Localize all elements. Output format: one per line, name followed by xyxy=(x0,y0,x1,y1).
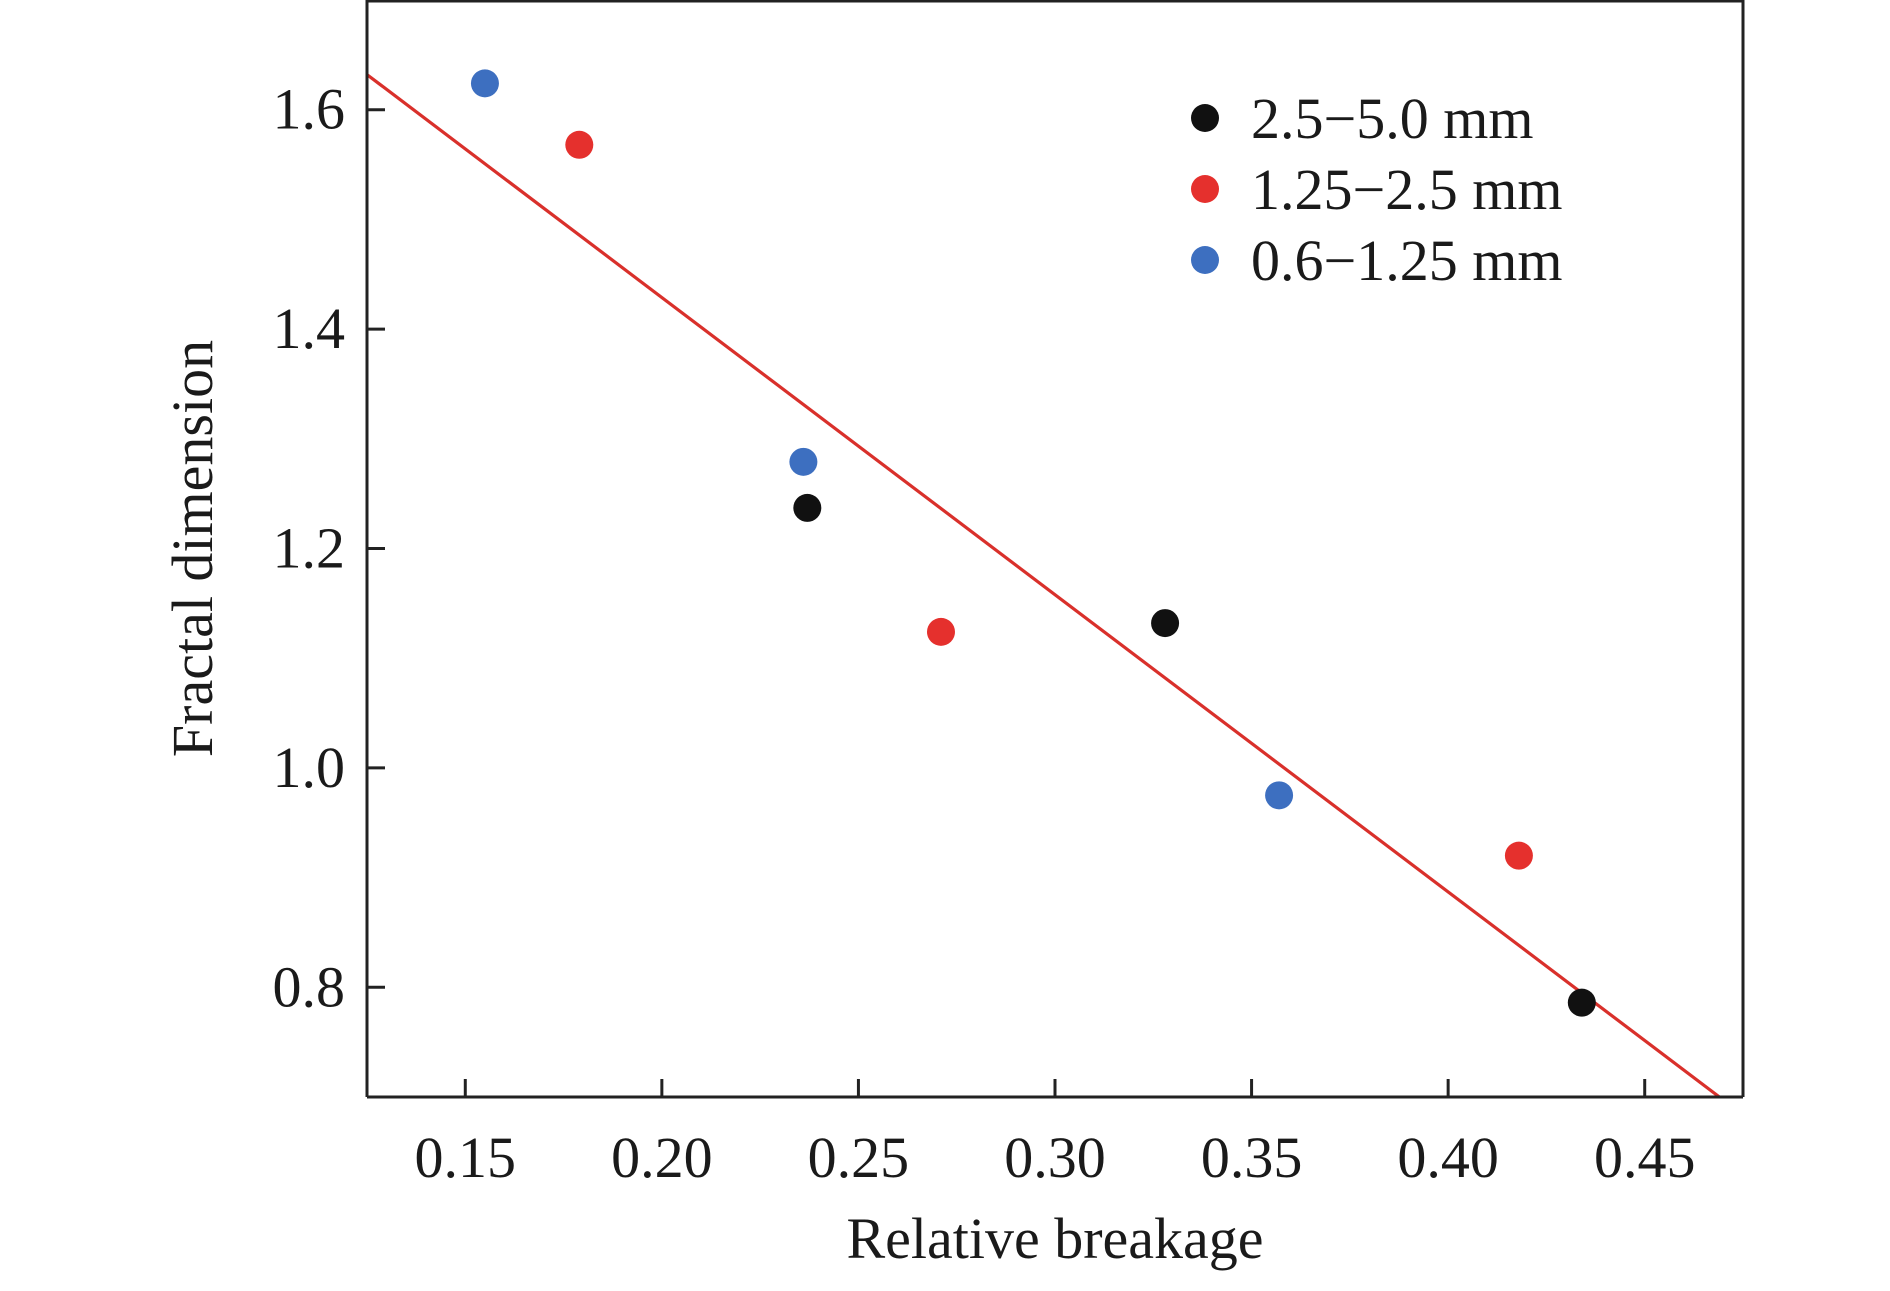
data-point-series-2-1 xyxy=(565,130,594,159)
x-tick-label: 0.15 xyxy=(415,1125,517,1190)
legend: 2.5−5.0 mm1.25−2.5 mm0.6−1.25 mm xyxy=(1191,86,1562,293)
x-tick-label: 0.35 xyxy=(1201,1125,1303,1190)
legend-label: 2.5−5.0 mm xyxy=(1251,86,1533,151)
x-tick-label: 0.30 xyxy=(1004,1125,1106,1190)
legend-label: 0.6−1.25 mm xyxy=(1251,228,1562,293)
data-point-series-1-2 xyxy=(1151,609,1180,638)
legend-marker xyxy=(1191,246,1219,274)
x-tick-label: 0.40 xyxy=(1397,1125,1499,1190)
y-tick-label: 1.6 xyxy=(273,77,346,142)
data-point-series-1-3 xyxy=(1567,988,1596,1017)
y-axis-title: Fractal dimension xyxy=(160,340,225,757)
data-point-series-1-1 xyxy=(793,493,822,522)
fit-line xyxy=(367,73,1721,1097)
legend-marker xyxy=(1191,104,1219,132)
y-tick-label: 1.4 xyxy=(273,296,346,361)
y-tick-label: 0.8 xyxy=(273,954,346,1019)
data-point-series-3-1 xyxy=(470,69,499,98)
data-point-series-2-3 xyxy=(1504,841,1533,870)
y-tick-label: 1.2 xyxy=(273,516,346,581)
x-tick-label: 0.25 xyxy=(808,1125,910,1190)
x-axis-title: Relative breakage xyxy=(846,1206,1263,1271)
data-point-series-3-2 xyxy=(789,447,818,476)
legend-marker xyxy=(1191,175,1219,203)
data-point-series-3-3 xyxy=(1265,781,1294,810)
y-tick-label: 1.0 xyxy=(273,735,346,800)
legend-label: 1.25−2.5 mm xyxy=(1251,157,1562,222)
x-tick-label: 0.45 xyxy=(1594,1125,1696,1190)
x-tick-label: 0.20 xyxy=(611,1125,713,1190)
data-point-series-2-2 xyxy=(926,617,955,646)
